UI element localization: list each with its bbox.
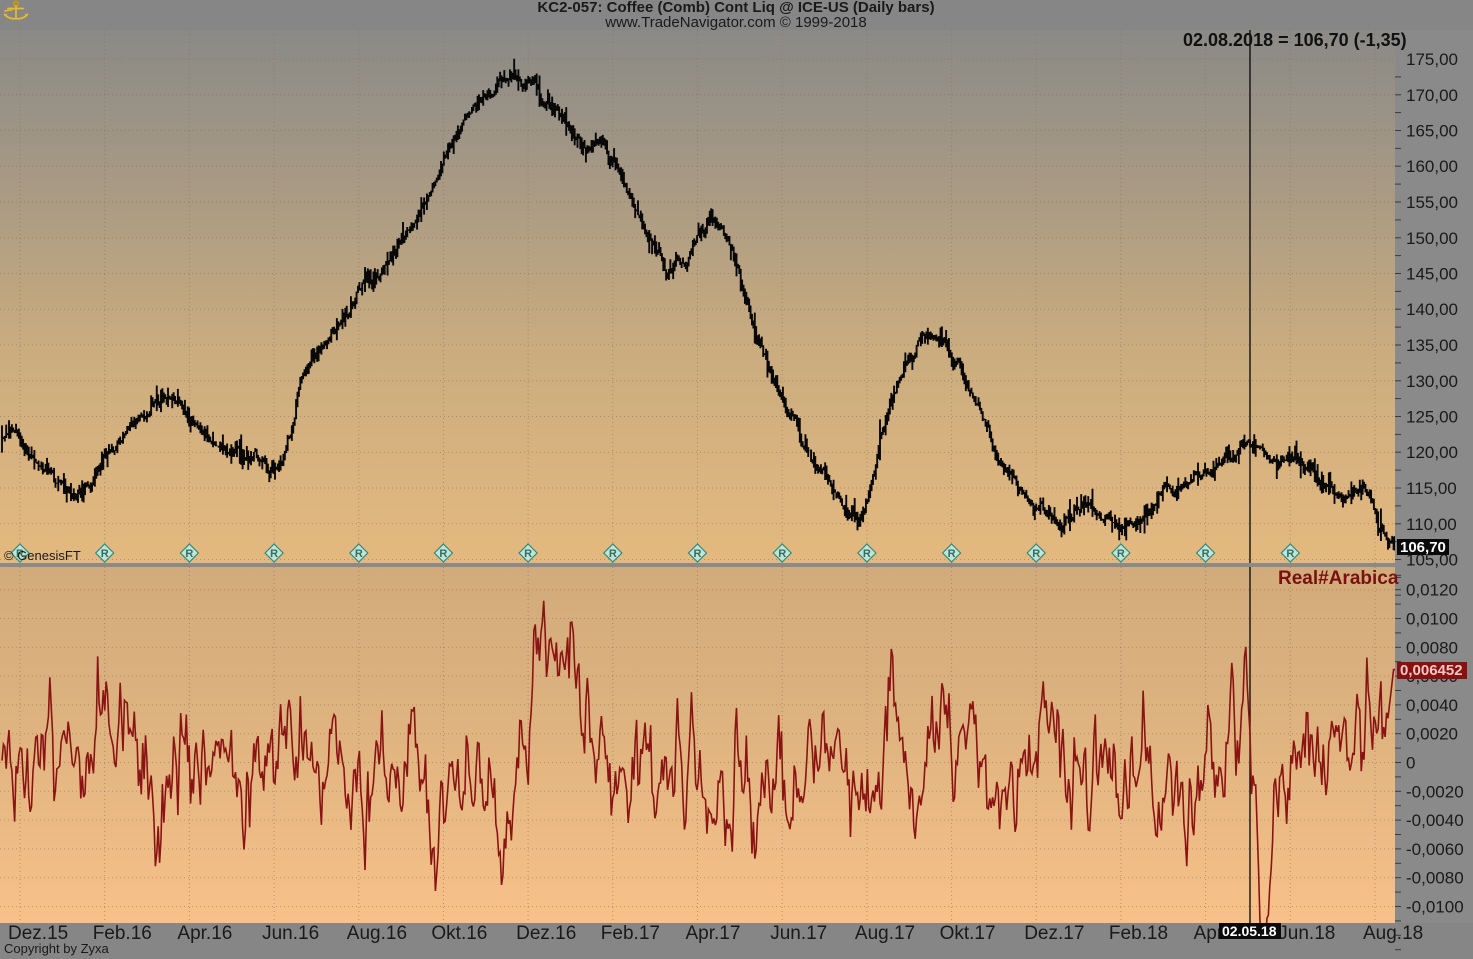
svg-text:130,00: 130,00 — [1406, 372, 1458, 391]
svg-text:R: R — [694, 548, 702, 560]
svg-text:150,00: 150,00 — [1406, 229, 1458, 248]
svg-text:Dez.16: Dez.16 — [516, 923, 576, 944]
svg-text:165,00: 165,00 — [1406, 122, 1458, 141]
svg-text:R: R — [1117, 548, 1125, 560]
svg-text:-0,0100: -0,0100 — [1406, 898, 1464, 917]
svg-text:Feb.18: Feb.18 — [1109, 923, 1168, 944]
svg-text:R: R — [524, 548, 532, 560]
svg-text:R: R — [185, 548, 193, 560]
svg-text:Jun.18: Jun.18 — [1278, 923, 1335, 944]
svg-text:Okt.17: Okt.17 — [940, 923, 996, 944]
svg-text:R: R — [778, 548, 786, 560]
svg-text:www.TradeNavigator.com © 1999-: www.TradeNavigator.com © 1999-2018 — [604, 14, 866, 31]
svg-text:02.05.18: 02.05.18 — [1222, 923, 1277, 939]
svg-text:R: R — [1202, 548, 1210, 560]
svg-text:Aug.18: Aug.18 — [1363, 923, 1423, 944]
svg-text:170,00: 170,00 — [1406, 86, 1458, 105]
svg-text:Feb.17: Feb.17 — [601, 923, 660, 944]
svg-text:Real#Arabica: Real#Arabica — [1278, 568, 1399, 589]
svg-text:125,00: 125,00 — [1406, 408, 1458, 427]
svg-text:Apr.17: Apr.17 — [686, 923, 741, 944]
svg-text:Copyright by Zyxa: Copyright by Zyxa — [4, 941, 110, 956]
svg-text:R: R — [863, 548, 871, 560]
svg-text:Apr.16: Apr.16 — [177, 923, 232, 944]
svg-text:R: R — [948, 548, 956, 560]
svg-text:02.08.2018 = 106,70 (-1,35): 02.08.2018 = 106,70 (-1,35) — [1183, 30, 1407, 50]
svg-text:Okt.16: Okt.16 — [431, 923, 487, 944]
svg-text:R: R — [1032, 548, 1040, 560]
svg-text:Jun.17: Jun.17 — [770, 923, 827, 944]
svg-text:0,0020: 0,0020 — [1406, 725, 1458, 744]
svg-text:© GenesisFT: © GenesisFT — [4, 548, 81, 563]
svg-text:Aug.17: Aug.17 — [855, 923, 915, 944]
svg-text:145,00: 145,00 — [1406, 265, 1458, 284]
svg-text:140,00: 140,00 — [1406, 300, 1458, 319]
svg-text:R: R — [439, 548, 447, 560]
svg-text:0,0120: 0,0120 — [1406, 581, 1458, 600]
svg-text:160,00: 160,00 — [1406, 157, 1458, 176]
svg-text:120,00: 120,00 — [1406, 443, 1458, 462]
svg-text:-0,0040: -0,0040 — [1406, 811, 1464, 830]
svg-text:175,00: 175,00 — [1406, 50, 1458, 69]
svg-text:0,0100: 0,0100 — [1406, 610, 1458, 629]
svg-text:R: R — [355, 548, 363, 560]
svg-text:0,006452: 0,006452 — [1400, 662, 1463, 679]
svg-text:0: 0 — [1406, 754, 1415, 773]
svg-text:Dez.17: Dez.17 — [1024, 923, 1084, 944]
svg-text:-0,0060: -0,0060 — [1406, 840, 1464, 859]
svg-text:R: R — [609, 548, 617, 560]
svg-text:155,00: 155,00 — [1406, 193, 1458, 212]
svg-text:-0,0020: -0,0020 — [1406, 782, 1464, 801]
svg-text:0,0040: 0,0040 — [1406, 696, 1458, 715]
svg-text:R: R — [1286, 548, 1294, 560]
svg-text:115,00: 115,00 — [1406, 479, 1457, 498]
svg-text:106,70: 106,70 — [1400, 539, 1446, 556]
svg-text:135,00: 135,00 — [1406, 336, 1458, 355]
svg-text:-0,0080: -0,0080 — [1406, 869, 1464, 888]
svg-text:R: R — [101, 548, 109, 560]
svg-text:Jun.16: Jun.16 — [262, 923, 319, 944]
svg-text:0,0080: 0,0080 — [1406, 638, 1458, 657]
svg-text:Aug.16: Aug.16 — [347, 923, 407, 944]
svg-text:R: R — [270, 548, 278, 560]
svg-text:110,00: 110,00 — [1406, 515, 1457, 534]
